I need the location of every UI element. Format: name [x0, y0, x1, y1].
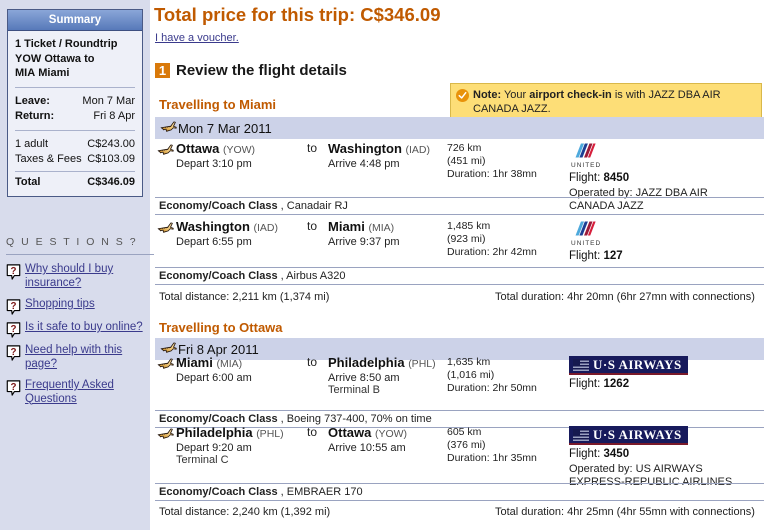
- svg-text:?: ?: [11, 266, 17, 277]
- svg-text:?: ?: [11, 324, 17, 335]
- svg-text:?: ?: [11, 347, 17, 358]
- svg-text:?: ?: [11, 301, 17, 312]
- svg-text:?: ?: [11, 382, 17, 393]
